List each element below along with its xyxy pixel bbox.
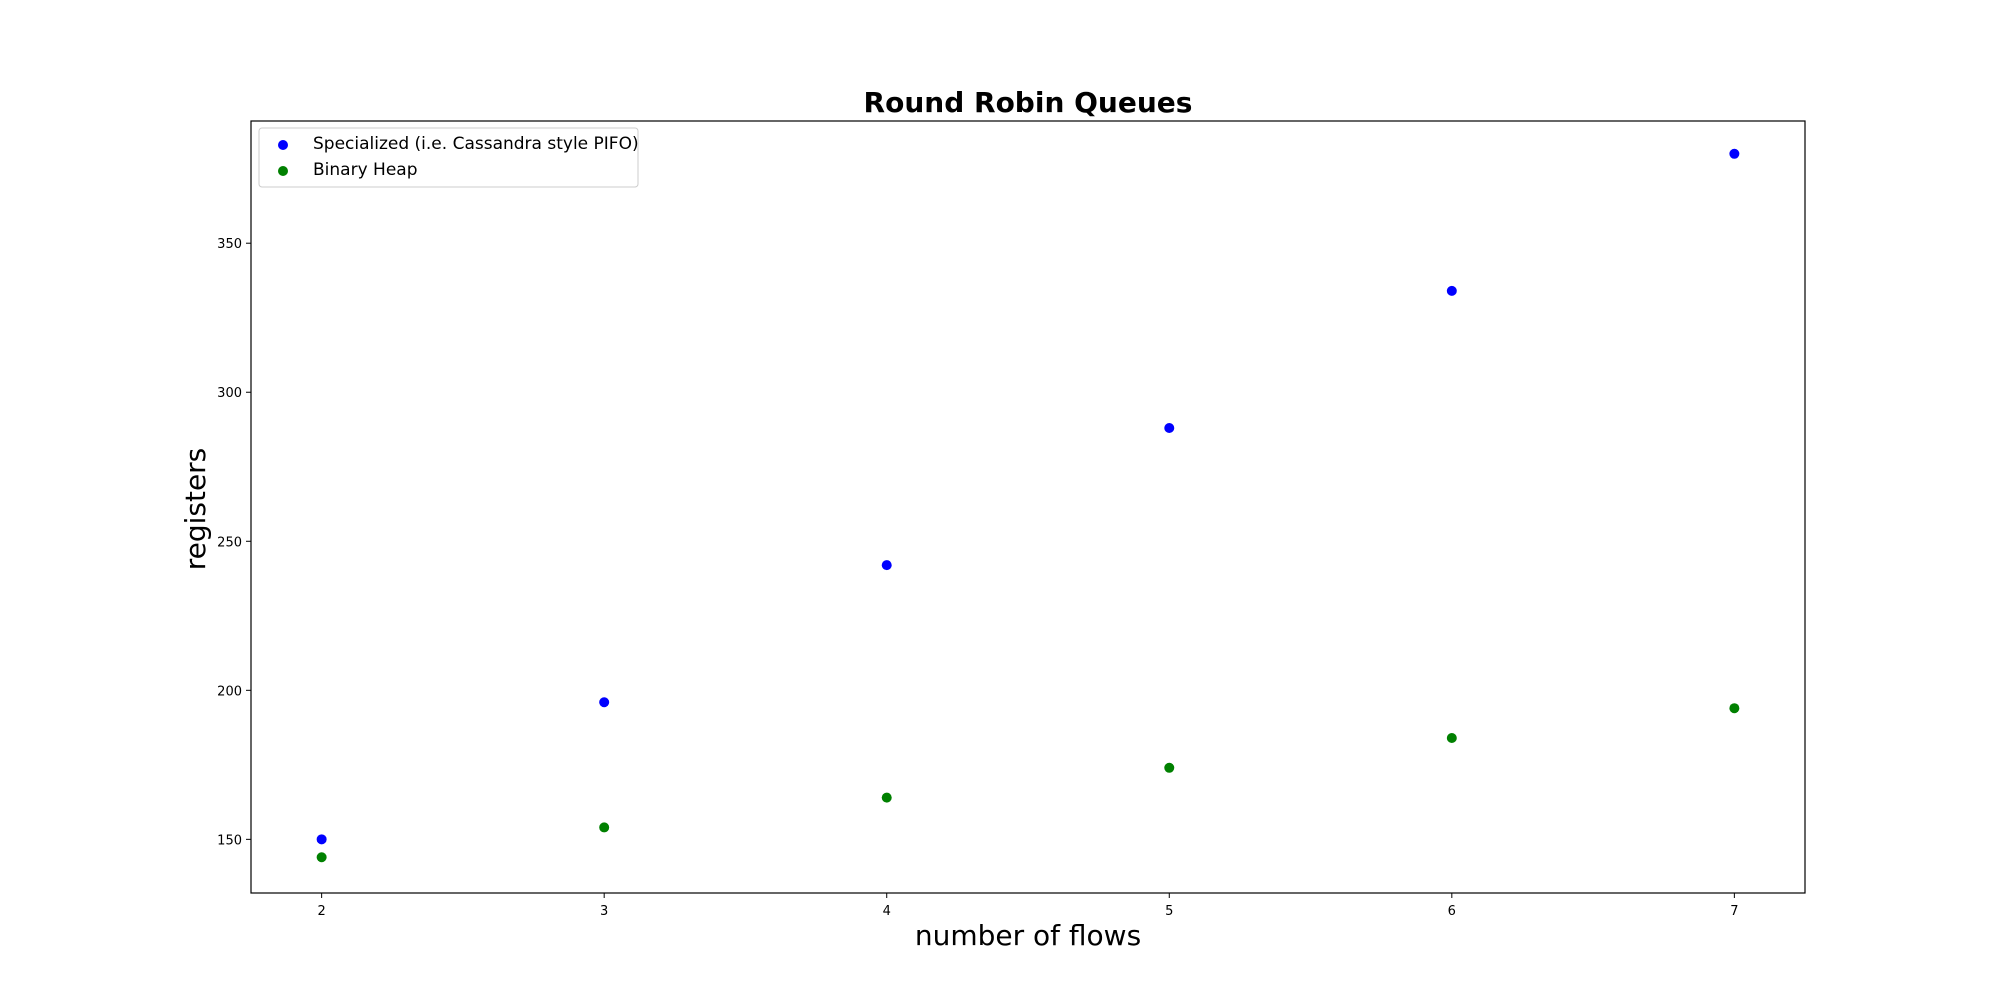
plot-area (250, 120, 1806, 894)
legend: Specialized (i.e. Cassandra style PIFO) … (258, 127, 639, 188)
legend-marker-specialized (278, 140, 288, 150)
x-tick-label: 3 (600, 904, 608, 919)
point-specialized (316, 834, 327, 845)
x-tick-label: 6 (1448, 904, 1456, 919)
plot-frame (250, 120, 1806, 894)
point-binary-heap (599, 822, 610, 833)
legend-label-specialized: Specialized (i.e. Cassandra style PIFO) (313, 134, 639, 154)
point-specialized (1446, 285, 1457, 296)
data-points (316, 148, 1740, 863)
legend-box (258, 127, 639, 188)
y-tick-label: 300 (217, 386, 242, 401)
legend-label-binary-heap: Binary Heap (313, 160, 417, 180)
y-axis-ticks: 150 200 250 300 350 (217, 237, 251, 848)
y-tick-label: 250 (217, 535, 242, 550)
point-binary-heap (316, 852, 327, 863)
point-binary-heap (1446, 733, 1457, 744)
x-axis-ticks: 2 3 4 5 6 7 (317, 893, 1739, 919)
point-binary-heap (1729, 703, 1740, 714)
x-tick-label: 4 (883, 904, 891, 919)
y-tick-label: 200 (217, 684, 242, 699)
point-specialized (1729, 148, 1740, 159)
y-axis-label: registers (179, 448, 212, 571)
point-binary-heap (881, 792, 892, 803)
point-specialized (599, 697, 610, 708)
chart-title: Round Robin Queues (864, 86, 1193, 119)
point-specialized (881, 560, 892, 571)
x-axis-label: number of flows (915, 919, 1141, 952)
x-tick-label: 5 (1165, 904, 1173, 919)
point-binary-heap (1164, 762, 1175, 773)
x-tick-label: 2 (317, 904, 325, 919)
point-specialized (1164, 423, 1175, 434)
y-tick-label: 350 (217, 237, 242, 252)
legend-marker-binary-heap (278, 166, 288, 176)
y-tick-label: 150 (217, 833, 242, 848)
x-tick-label: 7 (1730, 904, 1738, 919)
